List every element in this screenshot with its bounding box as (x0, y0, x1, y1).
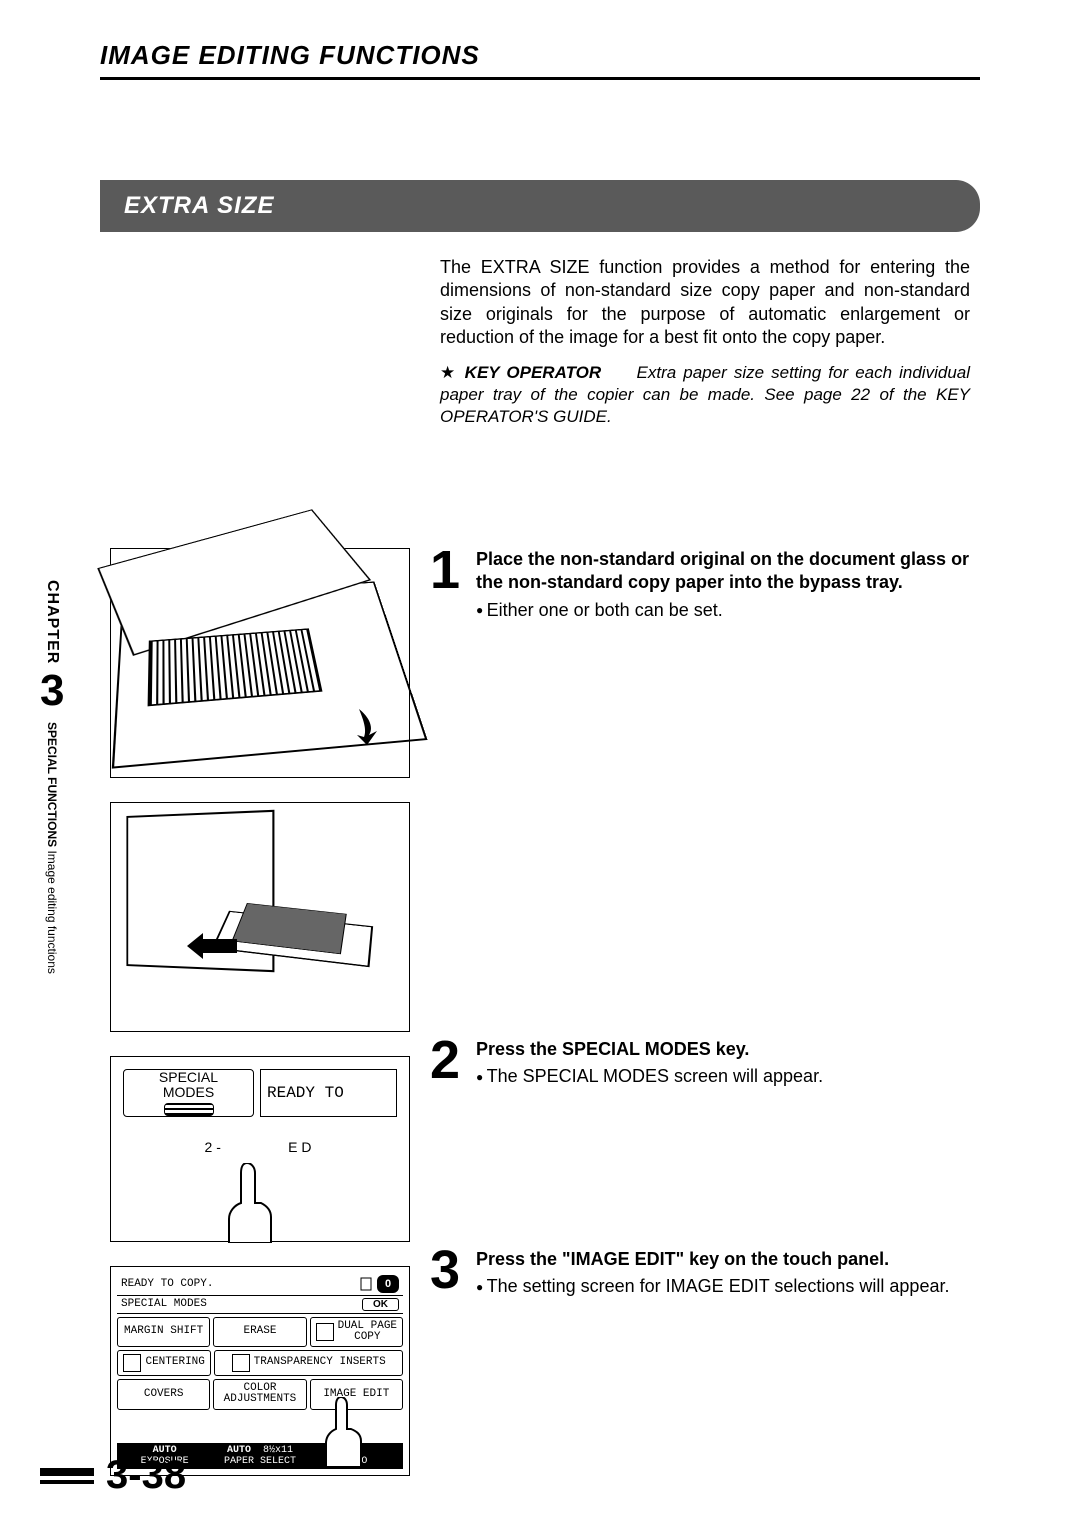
page-number: 3-38 (106, 1453, 186, 1498)
intro-text: The EXTRA SIZE function provides a metho… (440, 256, 970, 350)
tp-covers[interactable]: COVERS (117, 1379, 210, 1410)
figure-bypass-tray (110, 802, 410, 1032)
figure-touch-panel: READY TO COPY. 0 SPECIAL MODES OK MARGIN… (110, 1266, 410, 1476)
tp-erase[interactable]: ERASE (213, 1317, 306, 1347)
tp-color-l2: ADJUSTMENTS (224, 1394, 297, 1406)
step-1-bullet: Either one or both can be set. (476, 599, 980, 622)
tp-transparency[interactable]: TRANSPARENCY INSERTS (214, 1350, 403, 1376)
key-operator-label: KEY OPERATOR (465, 363, 602, 382)
tp-subtitle: SPECIAL MODES (121, 1298, 207, 1310)
document-icon (359, 1277, 373, 1291)
special-modes-button-label: SPECIAL MODES (123, 1069, 254, 1117)
special-label-1: SPECIAL (124, 1070, 253, 1085)
chapter-section-label: SPECIAL FUNCTIONS Image editing function… (45, 722, 59, 974)
chapter-side-tab: CHAPTER 3 SPECIAL FUNCTIONS Image editin… (40, 580, 64, 974)
step-1-number: 1 (430, 548, 466, 594)
dual-page-icon (316, 1323, 334, 1341)
star-icon: ★ (440, 363, 458, 382)
transparency-icon (232, 1354, 250, 1372)
tp-f-auto2: AUTO (227, 1445, 251, 1456)
figure-special-modes-key: SPECIAL MODES READY TO 2- ED (110, 1056, 410, 1242)
tp-ready-text: READY TO COPY. (121, 1278, 213, 1290)
pointing-hand-icon (321, 1397, 365, 1467)
step-3-number: 3 (430, 1248, 466, 1294)
arrow-down-icon (349, 707, 389, 747)
chapter-label: CHAPTER (43, 580, 61, 664)
tp-color-adj[interactable]: COLOR ADJUSTMENTS (213, 1379, 306, 1410)
step-2-title: Press the SPECIAL MODES key. (476, 1038, 980, 1061)
tp-dualpage-l2: COPY (338, 1332, 397, 1343)
step-2-number: 2 (430, 1038, 466, 1084)
section-title-bar: EXTRA SIZE (100, 180, 980, 232)
panel-screen: READY TO (260, 1069, 397, 1117)
arrow-left-icon (187, 933, 237, 959)
tp-margin-shift[interactable]: MARGIN SHIFT (117, 1317, 210, 1347)
special-modes-button[interactable] (164, 1103, 214, 1116)
page-header: IMAGE EDITING FUNCTIONS (100, 40, 980, 80)
page-number-block: 3-38 (40, 1453, 186, 1498)
special-label-2: MODES (124, 1085, 253, 1100)
tp-ok-button[interactable]: OK (362, 1298, 399, 1311)
centering-icon (123, 1354, 141, 1372)
copier-bypass-illustration (121, 813, 399, 1021)
tp-centering-label: CENTERING (145, 1357, 204, 1369)
pointing-hand-icon (221, 1163, 281, 1243)
step-2-bullet: The SPECIAL MODES screen will appear. (476, 1065, 980, 1088)
tp-transparency-label: TRANSPARENCY INSERTS (254, 1357, 386, 1369)
section-bold: SPECIAL FUNCTIONS (45, 722, 59, 847)
section-rest: Image editing functions (45, 847, 59, 974)
tp-f-size: 8½x11 (263, 1445, 293, 1456)
step-1-title: Place the non-standard original on the d… (476, 548, 980, 595)
tp-f-paper: PAPER SELECT (212, 1456, 307, 1467)
panel-bottom-left: 2- (204, 1139, 224, 1155)
tp-dual-page[interactable]: DUAL PAGE COPY (310, 1317, 403, 1347)
step-3-title: Press the "IMAGE EDIT" key on the touch … (476, 1248, 980, 1271)
chapter-number: 3 (40, 666, 64, 716)
tp-count: 0 (377, 1275, 399, 1293)
step-3-bullet: The setting screen for IMAGE EDIT select… (476, 1275, 980, 1298)
tp-centering[interactable]: CENTERING (117, 1350, 211, 1376)
panel-bottom-right: ED (288, 1139, 315, 1155)
figure-place-original (110, 548, 410, 778)
